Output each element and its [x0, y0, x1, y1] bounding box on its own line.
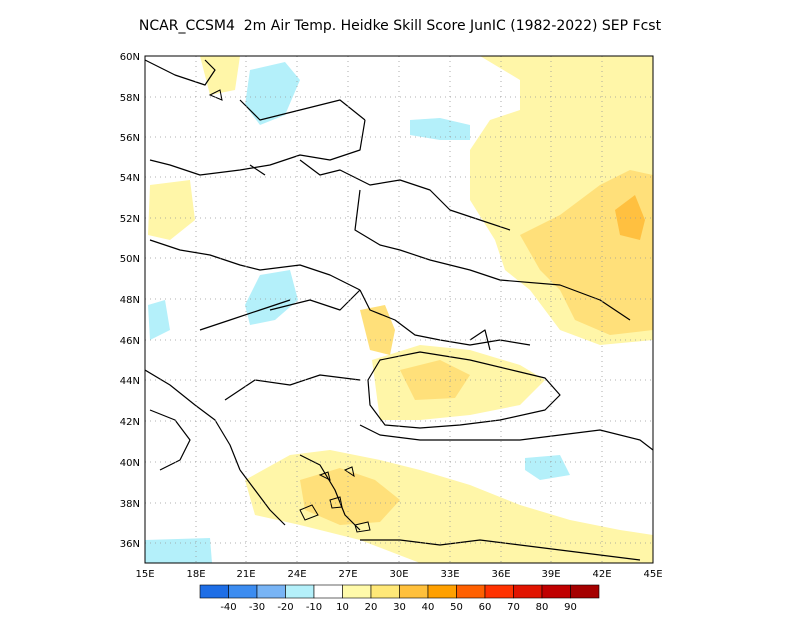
colorbar-swatch	[199, 584, 229, 599]
colorbar-label: 80	[536, 602, 549, 613]
colorbar-label: -20	[277, 602, 293, 613]
lon-label: 18E	[186, 569, 205, 580]
colorbar-swatch	[541, 584, 571, 599]
lat-label: 38N	[120, 499, 140, 510]
lat-label: 60N	[120, 52, 140, 63]
skill-area-moldova	[360, 305, 395, 355]
colorbar-label: 60	[479, 602, 492, 613]
lon-label: 27E	[338, 569, 357, 580]
lon-label: 39E	[541, 569, 560, 580]
skill-area-neg-south	[145, 538, 212, 563]
colorbar-swatch	[370, 584, 400, 599]
plot-frame	[144, 55, 654, 564]
lat-label: 46N	[120, 336, 140, 347]
colorbar-swatch	[313, 584, 343, 599]
colorbar-swatch	[342, 584, 372, 599]
lat-label: 56N	[120, 133, 140, 144]
skill-area-neg-latvia	[410, 118, 470, 140]
lon-label: 36E	[491, 569, 510, 580]
lat-label: 44N	[120, 376, 140, 387]
skill-area-neg-poland	[245, 270, 298, 325]
colorbar-label: 30	[393, 602, 406, 613]
colorbar-swatch	[570, 584, 600, 599]
colorbar-swatch	[513, 584, 543, 599]
lat-label: 52N	[120, 214, 140, 225]
coastlines	[145, 59, 653, 561]
lon-label: 24E	[287, 569, 306, 580]
lat-axis: 60N 58N 56N 54N 52N 50N 48N 46N 44N 42N …	[120, 52, 140, 550]
lon-label: 15E	[135, 569, 154, 580]
colorbar-label: 20	[365, 602, 378, 613]
lat-label: 48N	[120, 295, 140, 306]
colorbar-swatch	[399, 584, 429, 599]
lat-label: 36N	[120, 539, 140, 550]
skill-field	[145, 56, 653, 563]
colorbar-swatch	[427, 584, 457, 599]
lon-label: 30E	[389, 569, 408, 580]
colorbar-label: 50	[450, 602, 463, 613]
skill-area-neg-turkey	[525, 455, 570, 480]
lat-label: 58N	[120, 93, 140, 104]
colorbar-swatch	[285, 584, 315, 599]
colorbar-label: -40	[220, 602, 236, 613]
lon-axis: 15E 18E 21E 24E 27E 30E 33E 36E 39E 42E …	[135, 569, 662, 580]
colorbar: -40 -30 -20 -10 10 20 30 40 50 60 70 80 90	[199, 584, 600, 613]
skill-area-neg-adriatic	[148, 300, 170, 340]
lat-label: 50N	[120, 254, 140, 265]
skill-area-aegean-mid	[300, 468, 400, 525]
colorbar-swatch	[256, 584, 286, 599]
lat-label: 54N	[120, 173, 140, 184]
lon-label: 33E	[440, 569, 459, 580]
skill-area-neg-baltic	[245, 62, 300, 125]
colorbar-label: -10	[306, 602, 322, 613]
colorbar-swatch	[228, 584, 258, 599]
colorbar-label: 40	[422, 602, 435, 613]
skill-area-north	[148, 180, 195, 240]
lat-label: 42N	[120, 417, 140, 428]
colorbar-label: -30	[249, 602, 265, 613]
skill-area-east-core	[615, 195, 645, 240]
colorbar-label: 90	[564, 602, 577, 613]
colorbar-label: 70	[507, 602, 520, 613]
lat-label: 40N	[120, 458, 140, 469]
colorbar-swatch	[484, 584, 514, 599]
colorbar-swatch	[456, 584, 486, 599]
lon-label: 21E	[236, 569, 255, 580]
lon-label: 42E	[592, 569, 611, 580]
map-title: NCAR_CCSM4 2m Air Temp. Heidke Skill Sco…	[138, 18, 662, 34]
islands	[208, 89, 371, 533]
colorbar-label: 10	[336, 602, 349, 613]
lon-label: 45E	[643, 569, 662, 580]
